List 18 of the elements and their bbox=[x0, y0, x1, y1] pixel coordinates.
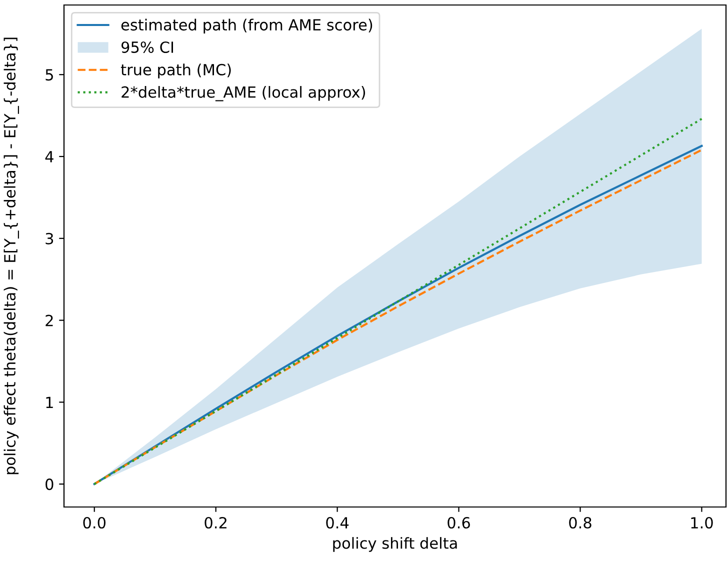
y-tick-label: 0 bbox=[46, 478, 54, 490]
x-tick-label: 0.2 bbox=[204, 516, 226, 529]
legend-label: 95% CI bbox=[121, 41, 174, 53]
x-tick-label: 0.4 bbox=[326, 516, 349, 529]
y-axis-title: policy effect theta(delta) = E[Y_{+delta}] - E[Y_{-delta}] bbox=[4, 38, 19, 474]
x-tick-label: 1.0 bbox=[691, 516, 713, 529]
legend-label: true path (MC) bbox=[120, 64, 231, 78]
y-tick-label: 5 bbox=[46, 69, 53, 81]
x-tick-label: 0.8 bbox=[569, 516, 592, 529]
y-tick-label: 2 bbox=[46, 314, 53, 326]
legend-label: estimated path (from AME score) bbox=[121, 18, 372, 34]
x-tick-label: 0.6 bbox=[448, 516, 470, 529]
x-tick-label: 0.0 bbox=[83, 516, 106, 529]
y-tick-label: 1 bbox=[46, 396, 53, 408]
x-axis-title: policy shift delta bbox=[333, 537, 457, 552]
y-tick-label: 4 bbox=[45, 151, 54, 162]
y-tick-label: 3 bbox=[46, 232, 54, 244]
legend-label: 2*delta*true_AME (local approx) bbox=[122, 86, 366, 102]
